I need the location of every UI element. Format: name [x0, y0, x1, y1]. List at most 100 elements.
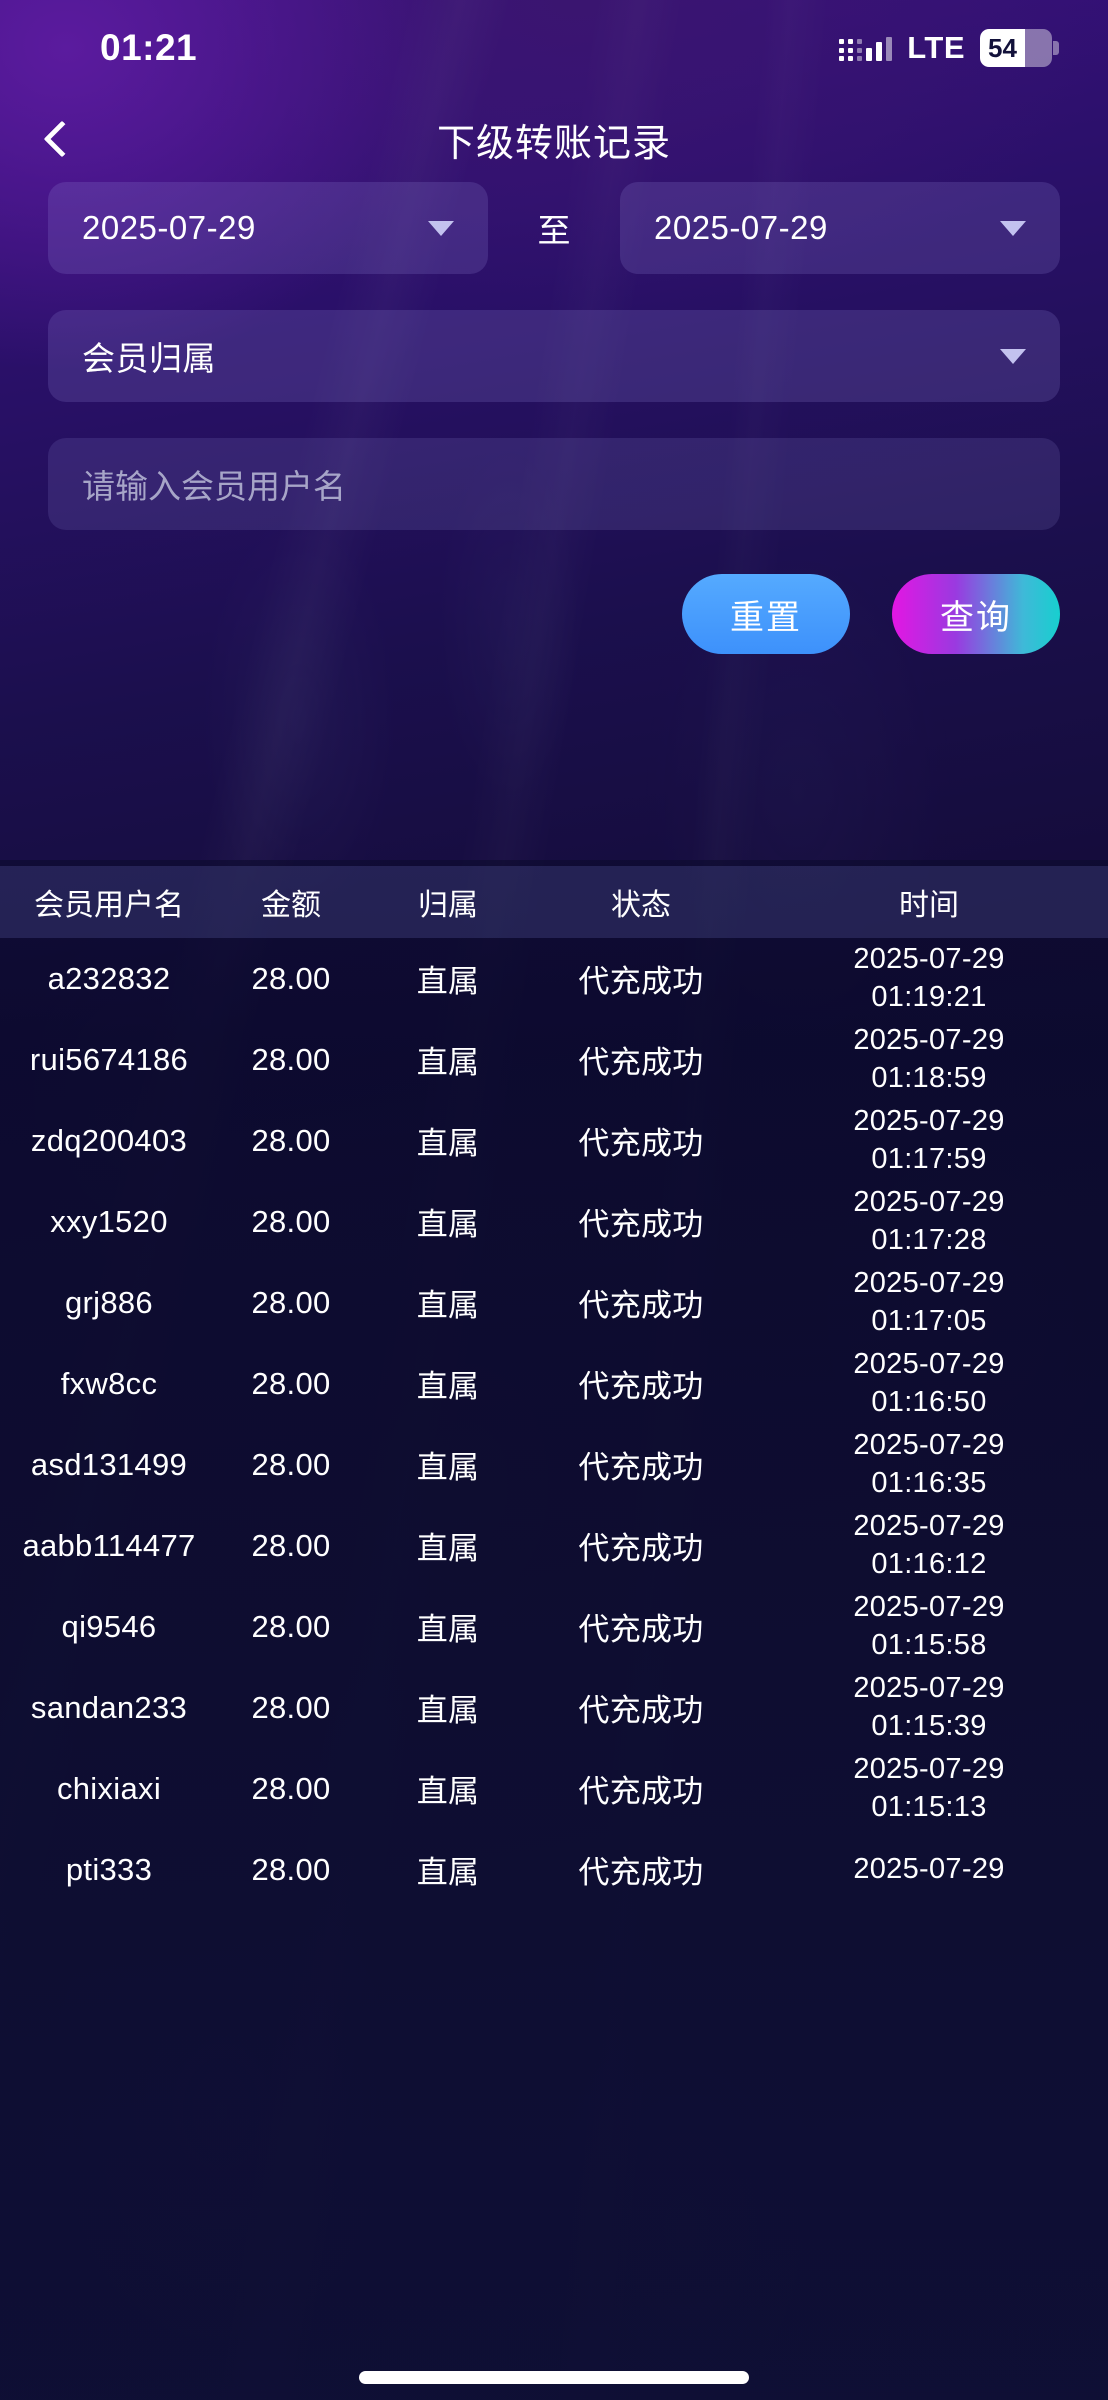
query-button[interactable]: 查询 — [892, 574, 1060, 654]
cell-time: 2025-07-29 01:17:28 — [750, 1184, 1108, 1258]
cell-attr: 直属 — [416, 1774, 480, 1809]
cell-attr: 直属 — [416, 1612, 480, 1647]
cell-user: zdq200403 — [30, 1122, 188, 1158]
chevron-down-icon — [428, 220, 454, 236]
cell-attr: 直属 — [416, 1450, 480, 1485]
reset-button[interactable]: 重置 — [682, 574, 850, 654]
table-header-row: 会员用户名 金额 归属 状态 时间 — [0, 866, 1108, 938]
cell-time: 2025-07-29 01:16:50 — [750, 1346, 1108, 1420]
cell-amount: 28.00 — [251, 1770, 331, 1806]
table-row[interactable]: pti333 28.00 直属 代充成功 2025-07-29 — [0, 1829, 1108, 1910]
page-title: 下级转账记录 — [436, 122, 671, 165]
cell-time-date: 2025-07-29 — [853, 943, 1005, 976]
table-row[interactable]: a232832 28.00 直属 代充成功 2025-07-29 01:19:21 — [0, 938, 1108, 1019]
battery-percent-label: 54 — [988, 32, 1017, 63]
member-owner-value: 会员归属 — [82, 340, 216, 377]
date-from-picker[interactable]: 2025-07-29 — [48, 182, 488, 274]
cell-user: aabb114477 — [22, 1527, 196, 1563]
cell-time: 2025-07-29 01:16:35 — [750, 1427, 1108, 1501]
cell-status: 代充成功 — [578, 1693, 704, 1728]
table-row[interactable]: chixiaxi 28.00 直属 代充成功 2025-07-29 01:15:13 — [0, 1748, 1108, 1829]
cell-attr: 直属 — [416, 1855, 480, 1890]
cell-time: 2025-07-29 — [750, 1851, 1108, 1888]
battery-icon: 54 — [980, 29, 1059, 67]
cell-time-date: 2025-07-29 — [853, 1348, 1005, 1381]
column-header-status: 状态 — [611, 889, 671, 922]
table-row[interactable]: rui5674186 28.00 直属 代充成功 2025-07-29 01:18:59 — [0, 1019, 1108, 1100]
cell-time-date: 2025-07-29 — [853, 1591, 1005, 1624]
filter-action-row: 重置 查询 — [48, 574, 1060, 654]
table-row[interactable]: zdq200403 28.00 直属 代充成功 2025-07-29 01:17:59 — [0, 1100, 1108, 1181]
cell-time-clock: 01:15:39 — [871, 1709, 987, 1742]
cell-user: pti333 — [65, 1851, 153, 1887]
cell-user: rui5674186 — [29, 1041, 189, 1077]
cell-time-date: 2025-07-29 — [853, 1267, 1005, 1300]
cell-time-clock: 01:16:50 — [871, 1385, 987, 1418]
chevron-down-icon — [1000, 348, 1026, 364]
member-owner-select[interactable]: 会员归属 — [48, 310, 1060, 402]
member-username-placeholder: 请输入会员用户名 — [82, 468, 346, 505]
cell-status: 代充成功 — [578, 1612, 704, 1647]
cell-time-clock: 01:16:35 — [871, 1466, 987, 1499]
cell-amount: 28.00 — [251, 1608, 331, 1644]
member-username-input[interactable]: 请输入会员用户名 — [48, 438, 1060, 530]
table-row[interactable]: aabb114477 28.00 直属 代充成功 2025-07-29 01:16:12 — [0, 1505, 1108, 1586]
cell-time-date: 2025-07-29 — [853, 1672, 1005, 1705]
cell-user: chixiaxi — [56, 1770, 162, 1806]
cell-time-clock: 01:17:28 — [871, 1223, 987, 1256]
table-row[interactable]: grj886 28.00 直属 代充成功 2025-07-29 01:17:05 — [0, 1262, 1108, 1343]
status-bar-right: LTE 54 — [839, 29, 1059, 67]
cell-time-clock: 01:15:58 — [871, 1628, 987, 1661]
column-header-username: 会员用户名 — [34, 889, 184, 922]
cell-status: 代充成功 — [578, 1774, 704, 1809]
moon-icon — [207, 33, 237, 63]
cell-time-date: 2025-07-29 — [853, 1852, 1005, 1885]
date-to-value: 2025-07-29 — [654, 209, 828, 246]
cell-attr: 直属 — [416, 1531, 480, 1566]
cell-time-clock: 01:15:13 — [871, 1790, 987, 1823]
cell-time: 2025-07-29 01:17:59 — [750, 1103, 1108, 1177]
cell-time: 2025-07-29 01:17:05 — [750, 1265, 1108, 1339]
cell-time-clock: 01:17:59 — [871, 1142, 987, 1175]
cell-attr: 直属 — [416, 1288, 480, 1323]
network-type-label: LTE — [907, 30, 965, 65]
cell-time-date: 2025-07-29 — [853, 1105, 1005, 1138]
cell-time-clock: 01:16:12 — [871, 1547, 987, 1580]
cell-amount: 28.00 — [251, 1122, 331, 1158]
table-row[interactable]: asd131499 28.00 直属 代充成功 2025-07-29 01:16:35 — [0, 1424, 1108, 1505]
date-to-picker[interactable]: 2025-07-29 — [620, 182, 1060, 274]
cell-status: 代充成功 — [578, 1288, 704, 1323]
column-header-attribution: 归属 — [418, 889, 478, 922]
cell-attr: 直属 — [416, 1369, 480, 1404]
cell-amount: 28.00 — [251, 1689, 331, 1725]
signal-bars-icon — [839, 35, 893, 61]
cell-time-clock: 01:18:59 — [871, 1061, 987, 1094]
column-header-amount: 金额 — [261, 889, 321, 922]
cell-status: 代充成功 — [578, 1207, 704, 1242]
date-range-row: 2025-07-29 至 2025-07-29 — [48, 182, 1060, 274]
cell-amount: 28.00 — [251, 1851, 331, 1887]
cell-amount: 28.00 — [251, 960, 331, 996]
cell-user: sandan233 — [30, 1689, 188, 1725]
cell-time: 2025-07-29 01:18:59 — [750, 1022, 1108, 1096]
cell-time: 2025-07-29 01:19:21 — [750, 941, 1108, 1015]
table-row[interactable]: sandan233 28.00 直属 代充成功 2025-07-29 01:15:39 — [0, 1667, 1108, 1748]
table-row[interactable]: fxw8cc 28.00 直属 代充成功 2025-07-29 01:16:50 — [0, 1343, 1108, 1424]
cell-attr: 直属 — [416, 1693, 480, 1728]
table-row[interactable]: xxy1520 28.00 直属 代充成功 2025-07-29 01:17:28 — [0, 1181, 1108, 1262]
cell-time-date: 2025-07-29 — [853, 1510, 1005, 1543]
cell-attr: 直属 — [416, 964, 480, 999]
records-table: 会员用户名 金额 归属 状态 时间 a232832 28.00 直属 代充成功 2025… — [0, 866, 1108, 2400]
cell-time-clock: 01:19:21 — [871, 980, 987, 1013]
cell-amount: 28.00 — [251, 1365, 331, 1401]
cell-user: grj886 — [65, 1284, 153, 1320]
table-body[interactable]: a232832 28.00 直属 代充成功 2025-07-29 01:19:21 rui5… — [0, 938, 1108, 1910]
cell-time: 2025-07-29 01:15:58 — [750, 1589, 1108, 1663]
table-row[interactable]: qi9546 28.00 直属 代充成功 2025-07-29 01:15:58 — [0, 1586, 1108, 1667]
cell-status: 代充成功 — [578, 1126, 704, 1161]
cell-status: 代充成功 — [578, 1045, 704, 1080]
cell-amount: 28.00 — [251, 1446, 331, 1482]
cell-time: 2025-07-29 01:15:39 — [750, 1670, 1108, 1744]
cell-amount: 28.00 — [251, 1041, 331, 1077]
